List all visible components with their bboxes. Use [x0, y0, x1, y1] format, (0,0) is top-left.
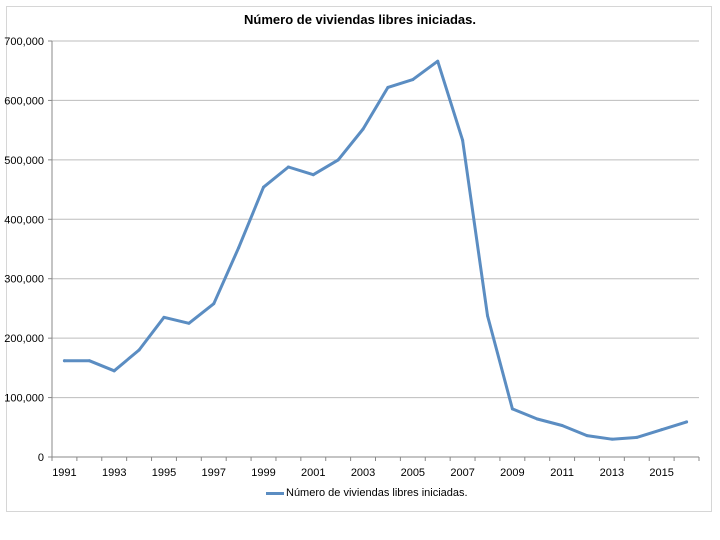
data-point [411, 78, 415, 82]
data-point [560, 424, 564, 428]
data-point [535, 417, 539, 421]
data-point [610, 437, 614, 441]
series-group [62, 59, 689, 441]
x-tick-label: 2005 [401, 467, 425, 479]
data-point [286, 165, 290, 169]
x-tick-label: 2009 [500, 467, 524, 479]
legend-swatch [266, 491, 284, 495]
y-tick-label: 0 [38, 452, 44, 464]
data-point [361, 127, 365, 131]
data-point [386, 85, 390, 89]
x-tick-label: 2013 [600, 467, 624, 479]
data-point [237, 246, 241, 250]
x-tick-labels: 1991 1993 1995 1997 1999 2001 2003 2005 2007 2009… [52, 467, 674, 479]
data-point [485, 314, 489, 318]
data-point [585, 434, 589, 438]
x-tick-label: 2015 [649, 467, 673, 479]
data-point [635, 435, 639, 439]
data-point [685, 420, 689, 424]
chart-frame [6, 6, 712, 512]
x-tick-label: 2007 [450, 467, 474, 479]
x-tick-label: 2003 [351, 467, 375, 479]
data-point [112, 369, 116, 373]
y-tick-label: 100,000 [4, 393, 44, 405]
data-point [461, 138, 465, 142]
gridlines [52, 40, 699, 399]
y-tick-label: 200,000 [4, 333, 44, 345]
chart-title: Número de viviendas libres iniciadas. [244, 12, 476, 27]
x-tick-label: 1991 [52, 467, 76, 479]
data-point [262, 185, 266, 189]
y-tick-labels: 0 100,000 200,000 300,000 400,000 500,000 600,… [4, 36, 44, 464]
data-point [62, 359, 66, 363]
y-tick-label: 500,000 [4, 155, 44, 167]
legend: Número de viviendas libres iniciadas. [266, 487, 468, 499]
x-tick-label: 2001 [301, 467, 325, 479]
data-point [311, 173, 315, 177]
data-point [436, 59, 440, 63]
data-point [137, 348, 141, 352]
series-line [62, 59, 689, 441]
legend-label: Número de viviendas libres iniciadas. [286, 487, 468, 499]
y-tick-label: 400,000 [4, 214, 44, 226]
data-point [510, 407, 514, 411]
axes [48, 40, 700, 461]
data-point [660, 428, 664, 432]
data-point [87, 359, 91, 363]
y-tick-label: 700,000 [4, 36, 44, 48]
x-tick-label: 1999 [251, 467, 275, 479]
x-tick-label: 1997 [202, 467, 226, 479]
y-tick-label: 300,000 [4, 274, 44, 286]
data-point [336, 158, 340, 162]
y-tick-label: 600,000 [4, 95, 44, 107]
data-point [187, 321, 191, 325]
x-tick-label: 2011 [550, 467, 574, 479]
x-tick-label: 1993 [102, 467, 126, 479]
x-tick-label: 1995 [152, 467, 176, 479]
data-point [212, 302, 216, 306]
data-point [162, 315, 166, 319]
